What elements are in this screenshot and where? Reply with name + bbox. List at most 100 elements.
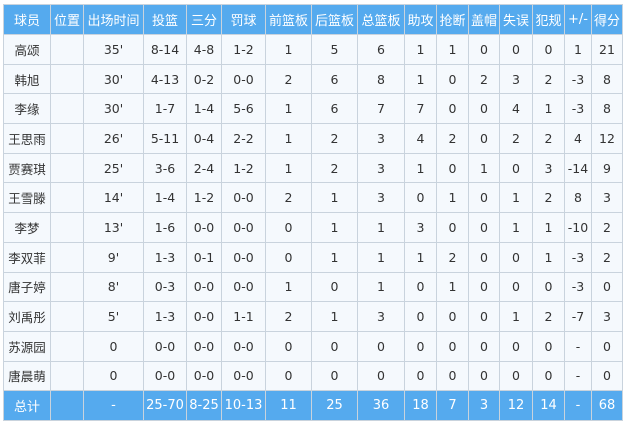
cell-turnovers: 0	[499, 34, 533, 65]
column-header-points[interactable]: 得分	[591, 4, 623, 35]
cell-total-reb: 3	[357, 123, 405, 154]
column-header-total-reb[interactable]: 总篮板	[357, 4, 405, 35]
column-header-off-reb[interactable]: 前篮板	[265, 4, 312, 35]
cell-player[interactable]: 苏源园	[3, 330, 51, 362]
cell-three-pt: 0-0	[186, 212, 222, 243]
column-header-minutes[interactable]: 出场时间	[83, 4, 144, 35]
cell-def-reb: 0	[311, 360, 358, 392]
cell-player[interactable]: 韩旭	[3, 63, 51, 95]
cell-off-reb: 1	[265, 34, 312, 65]
column-header-turnovers[interactable]: 失误	[499, 4, 533, 35]
cell-player[interactable]: 王雪滕	[3, 182, 51, 214]
cell-plus-minus: -3	[564, 63, 592, 95]
cell-fg: 1-3	[143, 241, 187, 273]
cell-turnovers: 1	[499, 212, 533, 243]
cell-fouls: 0	[532, 34, 565, 65]
cell-ft: 0-0	[221, 212, 266, 243]
cell-plus-minus: -3	[564, 241, 592, 273]
cell-plus-minus: -	[564, 330, 592, 362]
cell-total-reb: 0	[357, 330, 405, 362]
table-row: 苏源园 0 0-0 0-0 0-0 0 0 0 0 0 0 0 0-0	[3, 330, 623, 362]
cell-fouls: 1	[532, 212, 565, 243]
cell-three-pt: 0-0	[186, 330, 222, 362]
cell-minutes: 26'	[83, 123, 144, 154]
column-header-fouls[interactable]: 犯规	[532, 4, 565, 35]
cell-blocks: 0	[468, 360, 500, 392]
cell-position	[50, 360, 84, 392]
cell-player[interactable]: 李缘	[3, 93, 51, 125]
cell-player[interactable]: 李双菲	[3, 241, 51, 273]
cell-assists: 1	[404, 152, 437, 184]
table-row: 唐子婷 8' 0-3 0-0 0-0 1 0 1 0 1 0 0 0 -3 0	[3, 271, 623, 303]
cell-assists: 18	[404, 390, 437, 422]
column-header-position[interactable]: 位置	[50, 4, 84, 35]
column-header-steals[interactable]: 抢断	[436, 4, 469, 35]
cell-assists: 3	[404, 212, 437, 243]
cell-three-pt: 0-0	[186, 360, 222, 392]
cell-plus-minus: 1	[564, 34, 592, 65]
cell-off-reb: 1	[265, 123, 312, 154]
cell-player[interactable]: 唐晨萌	[3, 360, 51, 392]
cell-steals: 1	[436, 271, 469, 303]
cell-def-reb: 0	[311, 330, 358, 362]
column-header-three-pt[interactable]: 三分	[186, 4, 222, 35]
cell-position	[50, 301, 84, 332]
cell-plus-minus: -10	[564, 212, 592, 243]
cell-player[interactable]: 刘禹彤	[3, 301, 51, 332]
cell-player[interactable]: 贾赛琪	[3, 152, 51, 184]
cell-points: 0	[591, 360, 623, 392]
cell-steals: 0	[436, 360, 469, 392]
cell-points: 21	[591, 34, 623, 65]
cell-blocks: 3	[468, 390, 500, 422]
cell-fg: 0-0	[143, 330, 187, 362]
cell-position	[50, 330, 84, 362]
cell-plus-minus: -3	[564, 93, 592, 125]
cell-player[interactable]: 唐子婷	[3, 271, 51, 303]
cell-ft: 0-0	[221, 182, 266, 214]
cell-position	[50, 241, 84, 273]
cell-points: 9	[591, 152, 623, 184]
cell-plus-minus: -3	[564, 271, 592, 303]
cell-minutes: 5'	[83, 301, 144, 332]
cell-assists: 1	[404, 241, 437, 273]
cell-turnovers: 1	[499, 182, 533, 214]
cell-assists: 0	[404, 271, 437, 303]
cell-off-reb: 2	[265, 182, 312, 214]
cell-turnovers: 0	[499, 360, 533, 392]
cell-minutes: 30'	[83, 93, 144, 125]
column-header-blocks[interactable]: 盖帽	[468, 4, 500, 35]
cell-blocks: 2	[468, 63, 500, 95]
cell-points: 2	[591, 212, 623, 243]
cell-fg: 1-4	[143, 182, 187, 214]
table-row: 李缘 30' 1-7 1-4 5-6 1 6 7 7 0 0 4 1 -3 8	[3, 93, 623, 125]
cell-fouls: 0	[532, 271, 565, 303]
column-header-ft[interactable]: 罚球	[221, 4, 266, 35]
cell-player[interactable]: 李梦	[3, 212, 51, 243]
cell-position	[50, 63, 84, 95]
cell-ft: 0-0	[221, 330, 266, 362]
cell-points: 2	[591, 241, 623, 273]
cell-off-reb: 1	[265, 152, 312, 184]
cell-off-reb: 0	[265, 360, 312, 392]
cell-fouls: 0	[532, 360, 565, 392]
cell-player[interactable]: 高颂	[3, 34, 51, 65]
cell-player[interactable]: 王思雨	[3, 123, 51, 154]
column-header-fg[interactable]: 投篮	[143, 4, 187, 35]
cell-minutes: -	[83, 390, 144, 422]
cell-def-reb: 1	[311, 241, 358, 273]
cell-fg: 3-6	[143, 152, 187, 184]
cell-plus-minus: -	[564, 360, 592, 392]
column-header-plus-minus[interactable]: +/-	[564, 4, 592, 35]
cell-minutes: 30'	[83, 63, 144, 95]
column-header-def-reb[interactable]: 后篮板	[311, 4, 358, 35]
cell-def-reb: 6	[311, 63, 358, 95]
cell-position	[50, 271, 84, 303]
cell-assists: 0	[404, 182, 437, 214]
cell-turnovers: 12	[499, 390, 533, 422]
column-header-assists[interactable]: 助攻	[404, 4, 437, 35]
cell-off-reb: 0	[265, 241, 312, 273]
table-row: 唐晨萌 0 0-0 0-0 0-0 0 0 0 0 0 0 0 0-0	[3, 360, 623, 392]
cell-off-reb: 11	[265, 390, 312, 422]
cell-three-pt: 0-0	[186, 301, 222, 332]
column-header-player[interactable]: 球员	[3, 4, 51, 35]
